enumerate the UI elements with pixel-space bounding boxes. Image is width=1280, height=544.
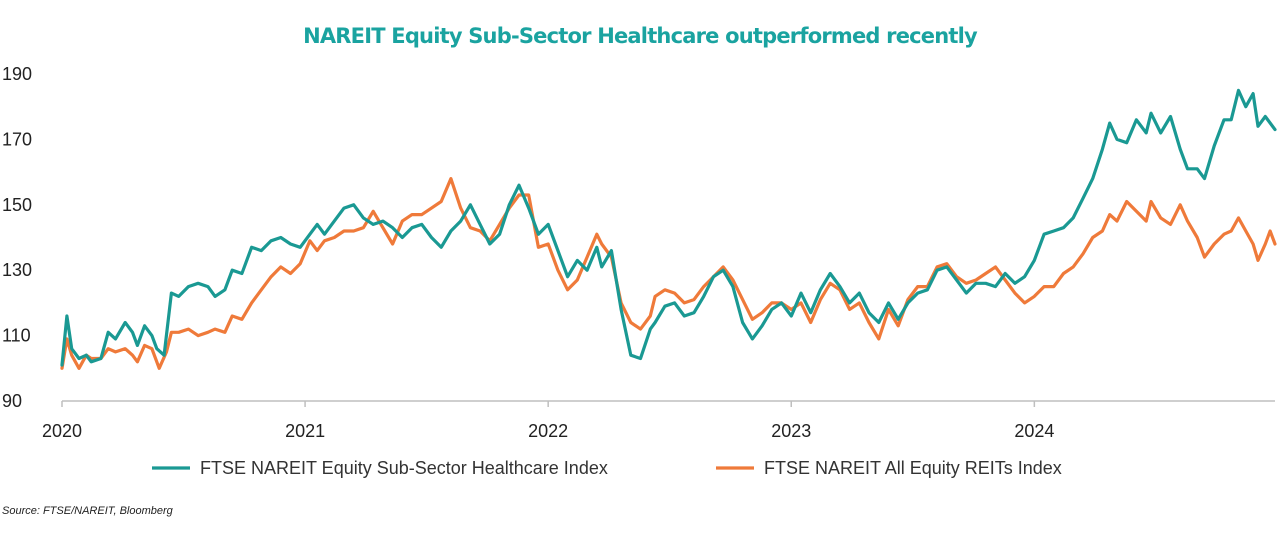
x-tick-label: 2022 (528, 421, 568, 441)
y-tick-label: 90 (2, 391, 22, 411)
x-tick-label: 2024 (1014, 421, 1054, 441)
x-tick-label: 2021 (285, 421, 325, 441)
x-tick-label: 2020 (42, 421, 82, 441)
y-tick-label: 110 (2, 326, 31, 346)
x-axis-ticks: 2020 2021 2022 2023 2024 (42, 401, 1054, 441)
legend-label: FTSE NAREIT All Equity REITs Index (764, 458, 1062, 478)
legend-label: FTSE NAREIT Equity Sub-Sector Healthcare… (200, 458, 608, 478)
y-tick-label: 130 (2, 260, 32, 280)
series-line-healthcare (60, 88, 1277, 367)
y-tick-label: 190 (2, 64, 32, 84)
series-group (60, 88, 1277, 370)
series-line-all-reits (60, 177, 1277, 370)
x-tick-label: 2023 (771, 421, 811, 441)
chart-title: NAREIT Equity Sub-Sector Healthcare outp… (303, 24, 978, 48)
y-axis-labels: 90 110 130 150 170 190 (2, 64, 32, 411)
y-tick-label: 170 (2, 129, 32, 149)
y-tick-label: 150 (2, 195, 32, 215)
source-note: Source: FTSE/NAREIT, Bloomberg (2, 505, 173, 517)
legend: FTSE NAREIT Equity Sub-Sector Healthcare… (152, 458, 1062, 478)
